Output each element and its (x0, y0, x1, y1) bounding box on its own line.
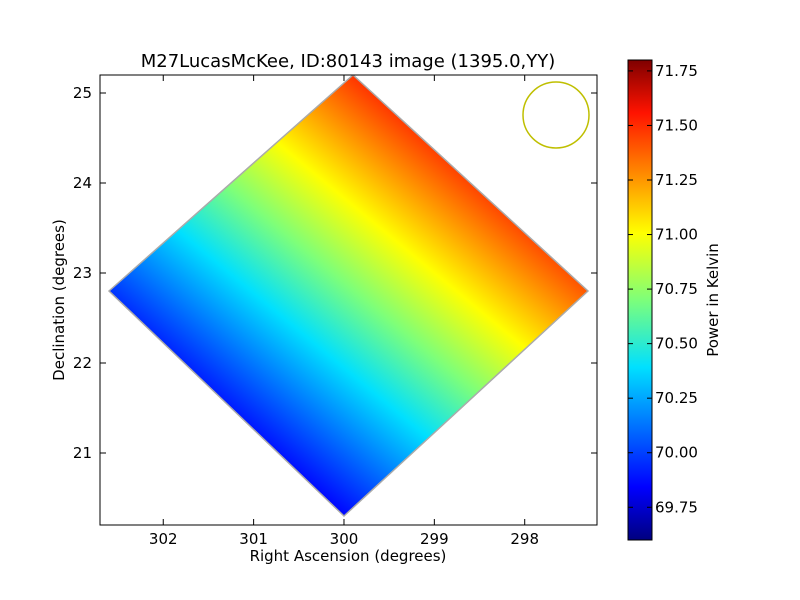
colorbar-tick-label: 69.75 (655, 498, 698, 516)
plot-frame (99, 74, 598, 526)
colorbar-tick-label: 71.75 (655, 62, 698, 80)
x-axis-label: Right Ascension (degrees) (250, 547, 447, 565)
colorbar-tick-label: 70.00 (655, 444, 698, 462)
x-tick-label: 300 (330, 530, 359, 548)
colorbar-tick-label: 70.50 (655, 335, 698, 353)
x-tick-label: 302 (149, 530, 178, 548)
y-tick-label: 22 (73, 354, 92, 372)
x-tick-label: 299 (420, 530, 449, 548)
colorbar-fill (627, 59, 653, 541)
x-tick-label: 298 (510, 530, 539, 548)
y-tick-label: 24 (73, 174, 92, 192)
colorbar: 69.75 70.00 70.25 70.50 70.75 71.00 71.25 71.50… (627, 59, 722, 541)
y-axis: 21 22 23 24 25 (73, 84, 597, 462)
plot-area (107, 75, 590, 518)
chart-title: M27LucasMcKee, ID:80143 image (1395.0,YY… (141, 51, 556, 72)
colorbar-tick-label: 71.00 (655, 226, 698, 244)
beam-marker (522, 81, 590, 149)
colorbar-tick-label: 71.25 (655, 171, 698, 189)
y-axis-label: Declination (degrees) (50, 219, 68, 381)
x-axis: 302 301 300 299 298 (149, 75, 539, 548)
y-tick-label: 23 (73, 264, 92, 282)
colorbar-label: Power in Kelvin (704, 243, 722, 357)
heatmap-footprint (107, 75, 590, 518)
y-tick-label: 21 (73, 444, 92, 462)
colorbar-ticks: 69.75 70.00 70.25 70.50 70.75 71.00 71.25 71.50… (628, 62, 698, 516)
colorbar-tick-label: 70.75 (655, 280, 698, 298)
colorbar-tick-label: 71.50 (655, 116, 698, 134)
colorbar-tick-label: 70.25 (655, 389, 698, 407)
x-tick-label: 301 (239, 530, 268, 548)
y-tick-label: 25 (73, 84, 92, 102)
